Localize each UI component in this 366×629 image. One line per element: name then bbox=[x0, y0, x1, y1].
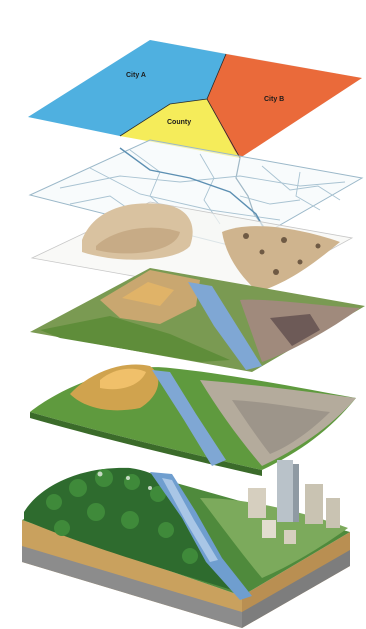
tree-icon bbox=[95, 469, 113, 487]
tree-highlight bbox=[97, 471, 103, 477]
road-line bbox=[89, 167, 281, 221]
tree-icon bbox=[150, 486, 166, 502]
real-world-block bbox=[22, 460, 350, 628]
river-line bbox=[119, 147, 269, 237]
building bbox=[248, 488, 266, 518]
political-boundaries-layer: City A County City B bbox=[28, 40, 362, 159]
tree-highlight bbox=[148, 486, 152, 490]
boundary-line bbox=[206, 98, 241, 159]
skyscraper-side bbox=[293, 464, 299, 522]
tree-icon bbox=[121, 511, 139, 529]
city-a-label: City A bbox=[126, 72, 146, 79]
soil-patch bbox=[222, 226, 340, 292]
block-right-rock bbox=[242, 550, 350, 628]
terrain-layer bbox=[30, 364, 356, 476]
road-line bbox=[295, 171, 321, 211]
field-patch bbox=[40, 316, 230, 362]
tree-icon bbox=[46, 494, 62, 510]
river-highlight bbox=[162, 478, 218, 562]
block-front-rock bbox=[22, 546, 242, 628]
building bbox=[284, 530, 296, 544]
county-label: County bbox=[167, 119, 191, 126]
soil-dot bbox=[281, 237, 287, 243]
skyscraper bbox=[277, 460, 293, 522]
tree-icon bbox=[182, 548, 198, 564]
plain-shade bbox=[232, 400, 330, 454]
river-channel bbox=[152, 370, 226, 466]
region-city-b bbox=[207, 54, 362, 158]
road-line bbox=[239, 195, 301, 205]
road-line bbox=[69, 195, 131, 211]
tree-icon bbox=[124, 474, 140, 490]
tree-icon bbox=[87, 503, 105, 521]
building bbox=[305, 484, 323, 524]
forest-area bbox=[24, 467, 232, 590]
region-county bbox=[120, 99, 240, 158]
urban-core bbox=[270, 314, 320, 346]
roads-hydrology-layer bbox=[28, 139, 364, 249]
tree-icon bbox=[69, 479, 87, 497]
tree-icon bbox=[158, 522, 174, 538]
building bbox=[326, 498, 340, 528]
soil-dot bbox=[297, 259, 303, 265]
region-city-a bbox=[28, 40, 226, 136]
soil-dot bbox=[259, 249, 265, 255]
boundary-line bbox=[119, 53, 227, 137]
tree-highlight bbox=[126, 476, 130, 480]
tree-icon bbox=[54, 520, 70, 536]
city-b-label: City B bbox=[264, 96, 284, 103]
land-cover-layer bbox=[30, 268, 365, 372]
soil-dot bbox=[315, 243, 321, 249]
road-line bbox=[261, 165, 341, 201]
soil-dot bbox=[273, 269, 279, 275]
road-line bbox=[199, 153, 221, 225]
hill-shadow bbox=[96, 227, 180, 254]
river-band bbox=[188, 282, 262, 370]
building bbox=[262, 520, 276, 538]
elevation-soils-layer bbox=[30, 201, 354, 297]
mountain-peak bbox=[100, 368, 146, 390]
terrain-front-edge bbox=[30, 412, 262, 476]
soil-dot bbox=[243, 233, 249, 239]
highland-peak bbox=[122, 282, 174, 306]
